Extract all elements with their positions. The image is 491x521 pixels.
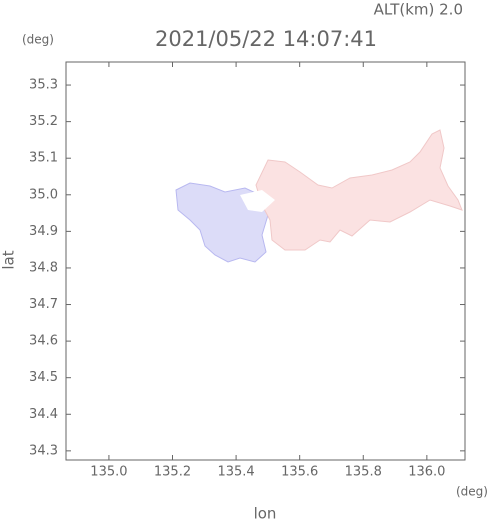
y-tick-label: 34.8 [29, 260, 58, 275]
x-axis-label: lon [254, 505, 277, 521]
y-tick-label: 34.9 [29, 224, 58, 239]
positive-echo [255, 129, 463, 251]
y-tick-label: 35.1 [29, 151, 58, 166]
radar-echo [175, 129, 463, 263]
y-tick-label: 34.5 [29, 370, 58, 385]
y-tick-label: 35.2 [29, 114, 58, 129]
y-tick-label: 34.7 [29, 297, 58, 312]
echo-gap [240, 190, 275, 212]
plot-frame [65, 61, 466, 461]
y-tick-label: 35.3 [29, 78, 58, 93]
y-tick-label: 34.3 [29, 443, 58, 458]
x-tick-label: 135.6 [281, 465, 318, 480]
y-tick-label: 34.6 [29, 334, 58, 349]
x-unit: (deg) [456, 485, 488, 499]
y-axis-label: lat [0, 250, 18, 269]
x-tick-label: 135.0 [90, 465, 127, 480]
chart-title: 2021/05/22 14:07:41 [155, 27, 377, 51]
y-unit: (deg) [22, 33, 54, 47]
x-tick-label: 135.4 [217, 465, 254, 480]
x-tick-label: 135.2 [154, 465, 191, 480]
altitude-label: ALT(km) 2.0 [374, 1, 463, 19]
x-tick-label: 136.0 [408, 465, 445, 480]
y-tick-label: 35.0 [29, 187, 58, 202]
x-tick-label: 135.8 [345, 465, 382, 480]
y-tick-label: 34.4 [29, 407, 58, 422]
